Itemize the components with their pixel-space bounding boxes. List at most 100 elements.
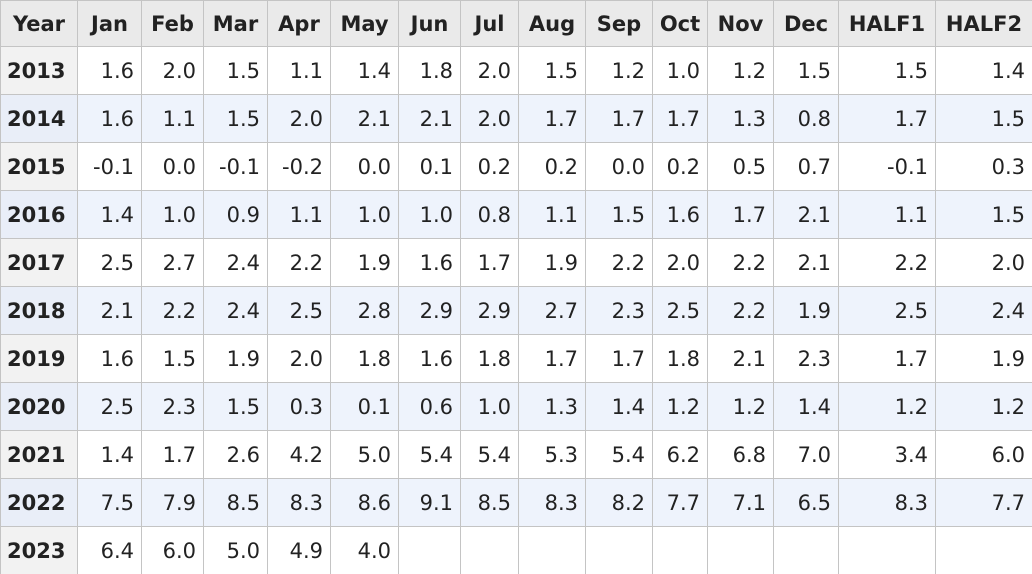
value-cell: 2.9 <box>398 286 461 335</box>
value-cell: 1.0 <box>330 190 399 239</box>
value-cell: 7.7 <box>652 478 708 527</box>
value-cell: 2.3 <box>141 382 204 431</box>
year-cell: 2013 <box>0 46 78 95</box>
column-header: Sep <box>585 0 653 47</box>
value-cell: 7.7 <box>935 478 1032 527</box>
table-row: 2020 2.5 2.3 1.5 0.3 0.1 0.6 1.0 1.3 1.4 1.2 1.2 1.4… <box>0 382 1032 431</box>
value-cell: 1.7 <box>585 334 653 383</box>
column-header: Oct <box>652 0 708 47</box>
value-cell: 2.0 <box>652 238 708 287</box>
value-cell: 1.9 <box>518 238 586 287</box>
column-header: Dec <box>773 0 839 47</box>
empty-cell <box>518 526 586 574</box>
year-cell: 2017 <box>0 238 78 287</box>
value-cell: 1.8 <box>398 46 461 95</box>
value-cell: 1.4 <box>935 46 1032 95</box>
value-cell: 2.5 <box>77 238 142 287</box>
value-cell: -0.1 <box>203 142 268 191</box>
empty-cell <box>707 526 774 574</box>
value-cell: 1.7 <box>838 334 936 383</box>
column-header: Apr <box>267 0 331 47</box>
value-cell: 1.7 <box>460 238 519 287</box>
value-cell: 6.0 <box>141 526 204 574</box>
value-cell: 5.4 <box>460 430 519 479</box>
value-cell: 0.6 <box>398 382 461 431</box>
value-cell: 5.0 <box>203 526 268 574</box>
value-cell: 1.5 <box>935 190 1032 239</box>
table-row: 2021 1.4 1.7 2.6 4.2 5.0 5.4 5.4 5.3 5.4 6.2 6.8 7.0… <box>0 430 1032 479</box>
value-cell: 0.8 <box>773 94 839 143</box>
value-cell: 2.0 <box>460 46 519 95</box>
table-body: 2013 1.6 2.0 1.5 1.1 1.4 1.8 2.0 1.5 1.2 1.0 1.2 1.5… <box>0 46 1032 574</box>
table-row: 2018 2.1 2.2 2.4 2.5 2.8 2.9 2.9 2.7 2.3 2.5 2.2 1.9… <box>0 286 1032 335</box>
value-cell: -0.2 <box>267 142 331 191</box>
year-cell: 2015 <box>0 142 78 191</box>
column-header: Nov <box>707 0 774 47</box>
column-header: Feb <box>141 0 204 47</box>
value-cell: 2.0 <box>935 238 1032 287</box>
value-cell: 6.0 <box>935 430 1032 479</box>
value-cell: 8.3 <box>267 478 331 527</box>
value-cell: 1.2 <box>652 382 708 431</box>
value-cell: 1.9 <box>203 334 268 383</box>
value-cell: 1.5 <box>773 46 839 95</box>
year-cell: 2014 <box>0 94 78 143</box>
value-cell: 1.7 <box>518 334 586 383</box>
empty-cell <box>585 526 653 574</box>
value-cell: 1.1 <box>518 190 586 239</box>
value-cell: -0.1 <box>77 142 142 191</box>
value-cell: 1.8 <box>652 334 708 383</box>
value-cell: 0.2 <box>518 142 586 191</box>
value-cell: 1.5 <box>141 334 204 383</box>
value-cell: 0.8 <box>460 190 519 239</box>
value-cell: -0.1 <box>838 142 936 191</box>
value-cell: 5.0 <box>330 430 399 479</box>
value-cell: 1.5 <box>935 94 1032 143</box>
column-header: May <box>330 0 399 47</box>
year-cell: 2016 <box>0 190 78 239</box>
value-cell: 1.2 <box>707 382 774 431</box>
value-cell: 1.7 <box>518 94 586 143</box>
value-cell: 5.4 <box>398 430 461 479</box>
value-cell: 1.8 <box>330 334 399 383</box>
value-cell: 0.3 <box>267 382 331 431</box>
empty-cell <box>935 526 1032 574</box>
value-cell: 1.2 <box>585 46 653 95</box>
value-cell: 1.3 <box>518 382 586 431</box>
value-cell: 1.4 <box>585 382 653 431</box>
year-cell: 2021 <box>0 430 78 479</box>
column-header: Jan <box>77 0 142 47</box>
header-row: Year Jan Feb Mar Apr May Jun Jul Aug Sep Oct Nov Dec… <box>0 0 1032 47</box>
value-cell: 0.2 <box>652 142 708 191</box>
value-cell: 1.5 <box>203 46 268 95</box>
value-cell: 0.0 <box>585 142 653 191</box>
value-cell: 7.5 <box>77 478 142 527</box>
column-header: Mar <box>203 0 268 47</box>
year-cell: 2020 <box>0 382 78 431</box>
value-cell: 1.6 <box>77 94 142 143</box>
value-cell: 2.5 <box>838 286 936 335</box>
value-cell: 8.2 <box>585 478 653 527</box>
value-cell: 2.0 <box>460 94 519 143</box>
value-cell: 0.0 <box>141 142 204 191</box>
column-header: HALF2 <box>935 0 1032 47</box>
value-cell: 2.7 <box>518 286 586 335</box>
value-cell: 1.9 <box>773 286 839 335</box>
value-cell: 2.3 <box>585 286 653 335</box>
value-cell: 2.6 <box>203 430 268 479</box>
column-header: HALF1 <box>838 0 936 47</box>
value-cell: 0.7 <box>773 142 839 191</box>
value-cell: 1.3 <box>707 94 774 143</box>
table-row: 2014 1.6 1.1 1.5 2.0 2.1 2.1 2.0 1.7 1.7 1.7 1.3 0.8… <box>0 94 1032 143</box>
value-cell: 6.8 <box>707 430 774 479</box>
value-cell: 7.9 <box>141 478 204 527</box>
value-cell: 2.5 <box>652 286 708 335</box>
table-row: 2019 1.6 1.5 1.9 2.0 1.8 1.6 1.8 1.7 1.7 1.8 2.1 2.3… <box>0 334 1032 383</box>
year-cell: 2019 <box>0 334 78 383</box>
value-cell: 2.3 <box>773 334 839 383</box>
value-cell: 6.5 <box>773 478 839 527</box>
empty-cell <box>460 526 519 574</box>
value-cell: 1.7 <box>838 94 936 143</box>
value-cell: 1.7 <box>585 94 653 143</box>
